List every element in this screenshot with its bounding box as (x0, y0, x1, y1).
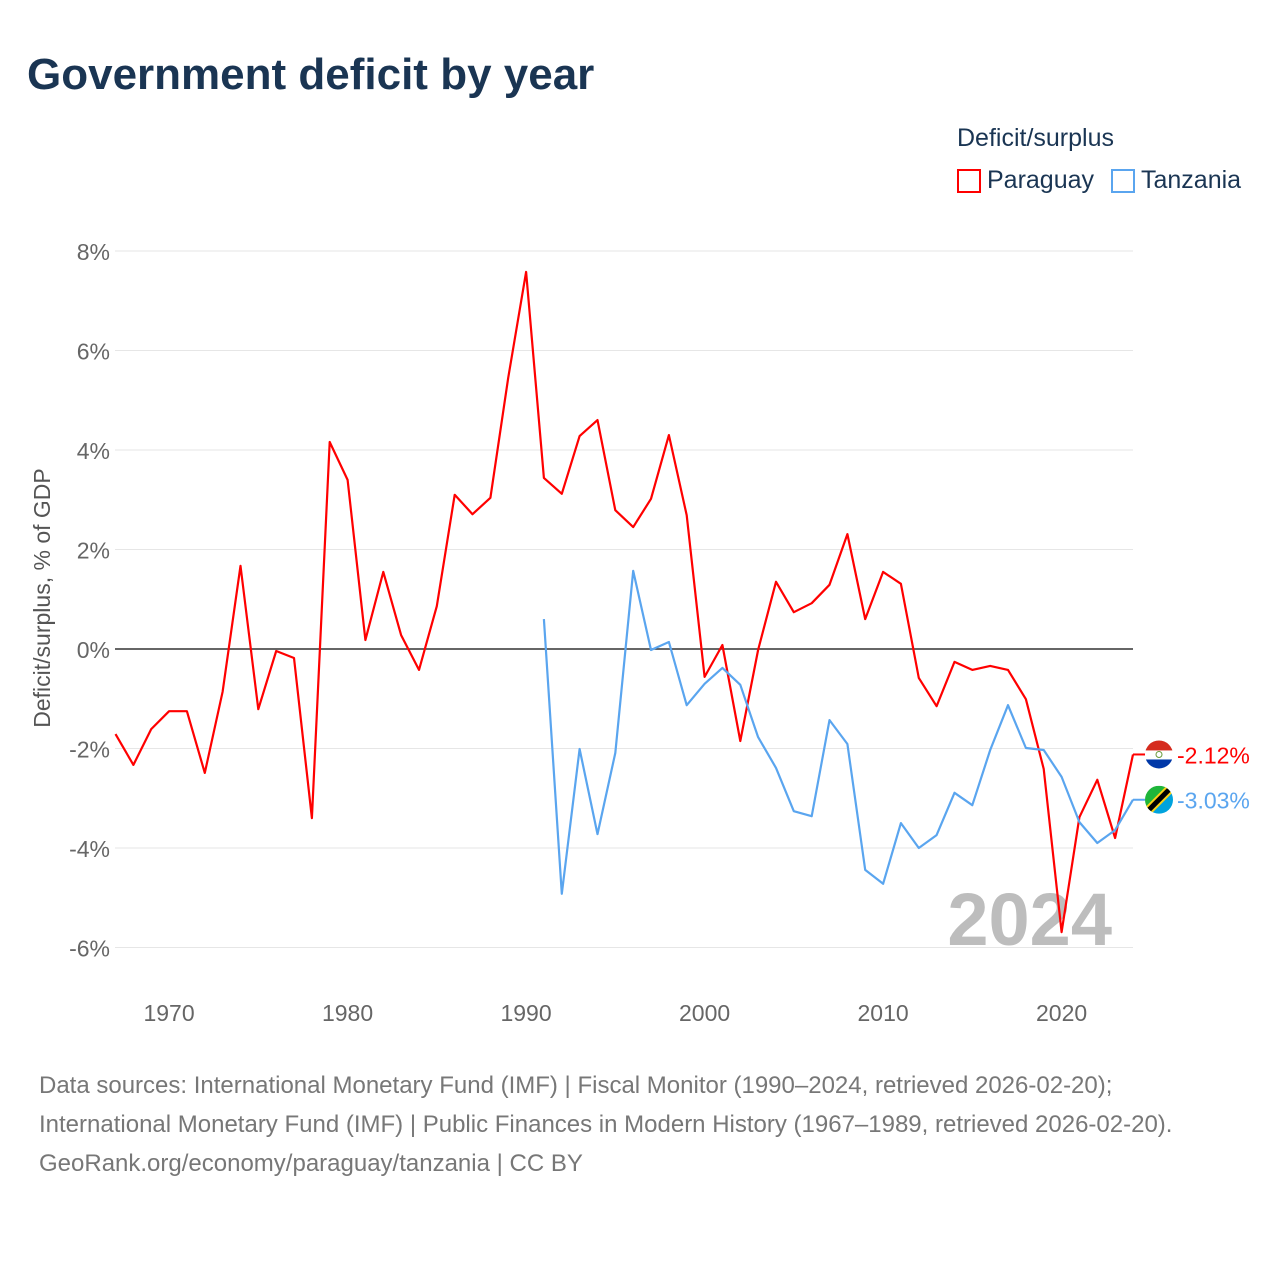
x-tick-label: 1990 (500, 1000, 551, 1026)
y-tick-label: 6% (77, 339, 110, 365)
legend-swatch-tanzania (1111, 168, 1135, 193)
footer: Data sources: International Monetary Fun… (39, 1066, 1239, 1183)
end-value-label-tanzania: -3.03% (1177, 788, 1250, 814)
x-tick-label: 2010 (858, 1000, 909, 1026)
legend-title: Deficit/surplus (957, 124, 1114, 152)
legend-label-paraguay: Paraguay (987, 166, 1095, 194)
legend-label-tanzania: Tanzania (1141, 166, 1242, 194)
y-tick-label: -6% (69, 936, 110, 962)
x-tick-label: 2000 (679, 1000, 730, 1026)
end-value-label-paraguay: -2.12% (1177, 742, 1250, 768)
y-tick-label: 2% (77, 538, 110, 564)
line-chart: 8% 6% 4% 2% 0% -2% -4% -6% 1970 1980 1990 2000 2010 2… (29, 239, 1250, 1026)
series-line-tanzania (542, 569, 1134, 895)
flag-tanzania-icon (1145, 785, 1173, 814)
legend-item-paraguay[interactable]: Paraguay (957, 166, 1094, 195)
x-tick-label: 1970 (143, 1000, 194, 1026)
x-tick-label: 1980 (322, 1000, 373, 1026)
y-tick-label: 4% (77, 438, 110, 464)
chart-title: Government deficit by year (27, 50, 595, 99)
series-line-paraguay (114, 270, 1135, 934)
y-tick-label: 8% (77, 239, 110, 265)
credit-link[interactable]: GeoRank.org/economy/paraguay/tanzania | … (39, 1150, 583, 1177)
y-tick-label: -4% (69, 836, 110, 862)
flag-paraguay-icon (1145, 740, 1173, 769)
legend-item-tanzania[interactable]: Tanzania (1111, 166, 1241, 195)
y-tick-label: -2% (69, 737, 110, 763)
year-watermark: 2024 (947, 878, 1112, 961)
data-sources: Data sources: International Monetary Fun… (39, 1072, 1173, 1138)
x-tick-label: 2020 (1036, 1000, 1087, 1026)
legend-swatch-paraguay (957, 168, 981, 193)
y-axis-label: Deficit/surplus, % of GDP (29, 468, 55, 727)
y-tick-label: 0% (77, 637, 110, 663)
